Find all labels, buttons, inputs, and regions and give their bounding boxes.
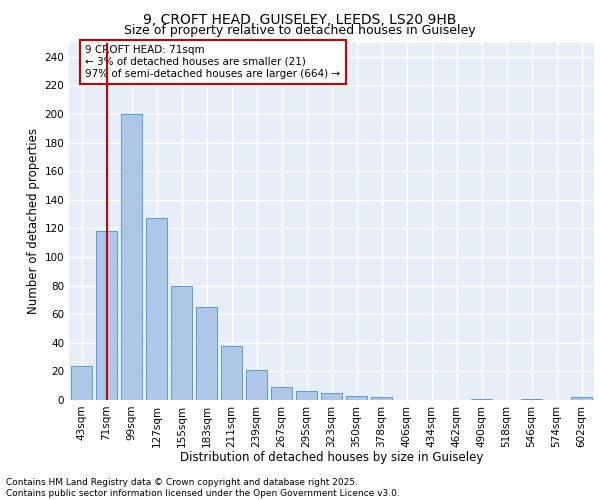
Bar [146,218,167,400]
Text: Contains HM Land Registry data © Crown copyright and database right 2025.
Contai: Contains HM Land Registry data © Crown c… [6,478,400,498]
X-axis label: Distribution of detached houses by size in Guiseley: Distribution of detached houses by size … [180,451,483,464]
Text: 9 CROFT HEAD: 71sqm
← 3% of detached houses are smaller (21)
97% of semi-detache: 9 CROFT HEAD: 71sqm ← 3% of detached hou… [85,46,340,78]
Bar [346,396,367,400]
Text: Size of property relative to detached houses in Guiseley: Size of property relative to detached ho… [124,24,476,37]
Bar [71,366,92,400]
Bar [171,286,192,400]
Bar [196,307,217,400]
Bar [246,370,267,400]
Bar [271,387,292,400]
Y-axis label: Number of detached properties: Number of detached properties [27,128,40,314]
Bar [121,114,142,400]
Bar [96,232,117,400]
Bar [571,397,592,400]
Bar [296,392,317,400]
Bar [221,346,242,400]
Text: 9, CROFT HEAD, GUISELEY, LEEDS, LS20 9HB: 9, CROFT HEAD, GUISELEY, LEEDS, LS20 9HB [143,12,457,26]
Bar [521,398,542,400]
Bar [371,397,392,400]
Bar [321,393,342,400]
Bar [471,398,492,400]
